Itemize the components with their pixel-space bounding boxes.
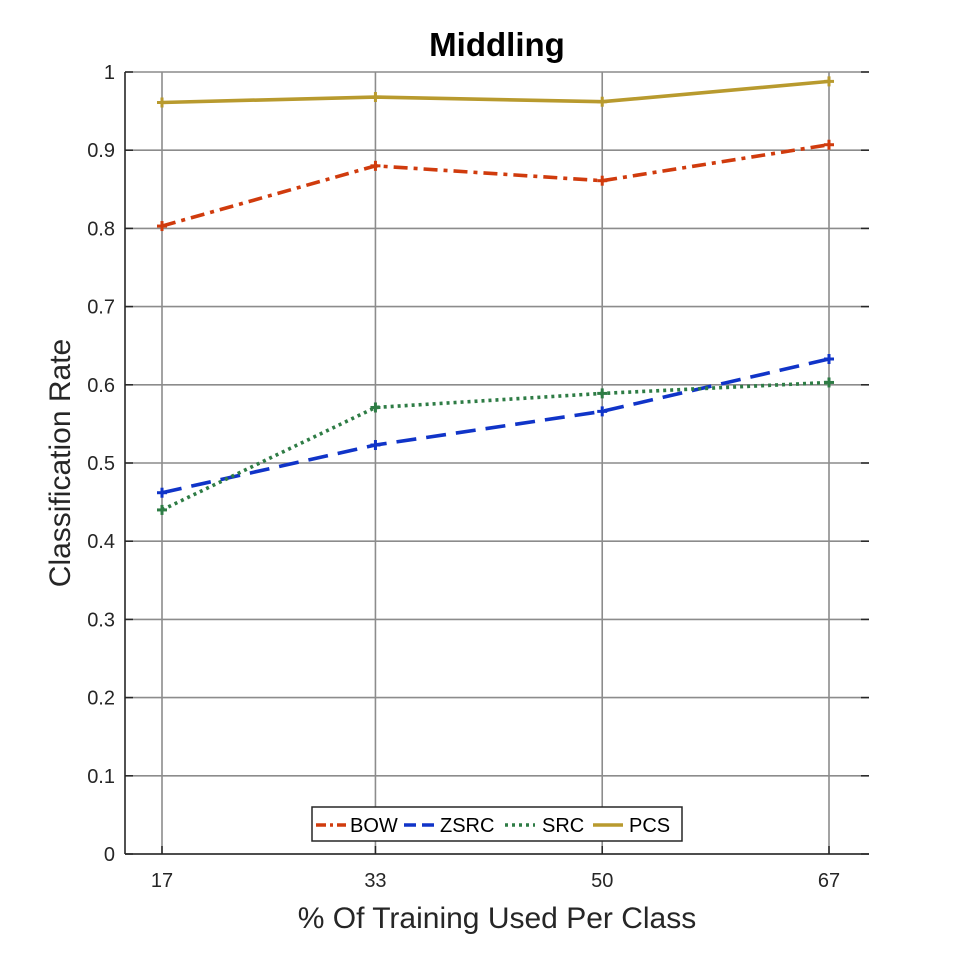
legend-item-src: SRC [505, 815, 584, 837]
legend: BOW ZSRC SRC PCS [311, 806, 683, 842]
y-tick-label: 0.9 [87, 140, 115, 162]
grid-lines [125, 71, 869, 855]
x-tick-label: 17 [151, 870, 173, 892]
data-point-bow [597, 175, 608, 186]
x-tick-label: 33 [364, 870, 386, 892]
x-tick-label: 67 [818, 870, 840, 892]
series-bow [157, 139, 834, 232]
legend-item-zsrc: ZSRC [404, 815, 494, 837]
y-tick-label: 0.6 [87, 375, 115, 397]
series-pcs [157, 76, 834, 108]
y-tick-label: 0.7 [87, 297, 115, 319]
legend-label: ZSRC [440, 815, 494, 837]
data-point-bow [157, 221, 167, 232]
data-series [157, 76, 834, 515]
y-tick-label: 0.4 [87, 531, 115, 553]
data-point-zsrc [824, 353, 834, 364]
y-tick-label: 1 [104, 62, 115, 84]
data-point-src [157, 504, 167, 515]
x-tick-label: 50 [591, 870, 613, 892]
x-axis-label: % Of Training Used Per Class [298, 902, 696, 935]
data-point-pcs [157, 97, 167, 108]
y-tick-label: 0 [104, 844, 115, 866]
legend-label: PCS [629, 815, 670, 837]
data-point-src [597, 388, 608, 399]
series-line-pcs [161, 79, 830, 105]
series-src [157, 377, 834, 515]
data-point-zsrc [597, 406, 608, 417]
legend-label: SRC [542, 815, 584, 837]
series-line-bow [161, 142, 830, 228]
y-tick-label: 0.8 [87, 218, 115, 240]
data-point-zsrc [157, 487, 167, 498]
data-point-bow [824, 139, 834, 150]
y-tick-label: 0.3 [87, 609, 115, 631]
y-tick-label: 0.1 [87, 766, 115, 788]
data-point-src [370, 402, 381, 413]
series-line-src [161, 380, 830, 512]
data-point-pcs [370, 92, 381, 103]
y-tick-label: 0.5 [87, 453, 115, 475]
legend-item-pcs: PCS [593, 815, 670, 837]
data-point-pcs [824, 76, 834, 87]
y-axis-label: Classification Rate [44, 339, 77, 587]
data-point-zsrc [370, 440, 381, 451]
data-point-src [824, 377, 834, 388]
legend-label: BOW [350, 815, 398, 837]
legend-item-bow: BOW [316, 815, 398, 837]
axes [124, 71, 869, 855]
y-tick-label: 0.2 [87, 688, 115, 710]
series-zsrc [157, 353, 834, 498]
data-point-bow [370, 160, 381, 171]
chart-title: Middling [429, 26, 565, 63]
series-line-zsrc [161, 357, 830, 495]
tick-labels: 0 0.1 0.2 0.3 0.4 0.5 0.6 0.7 0.8 0.9 1 17 33 50 67 [87, 62, 840, 892]
data-point-pcs [597, 96, 608, 107]
